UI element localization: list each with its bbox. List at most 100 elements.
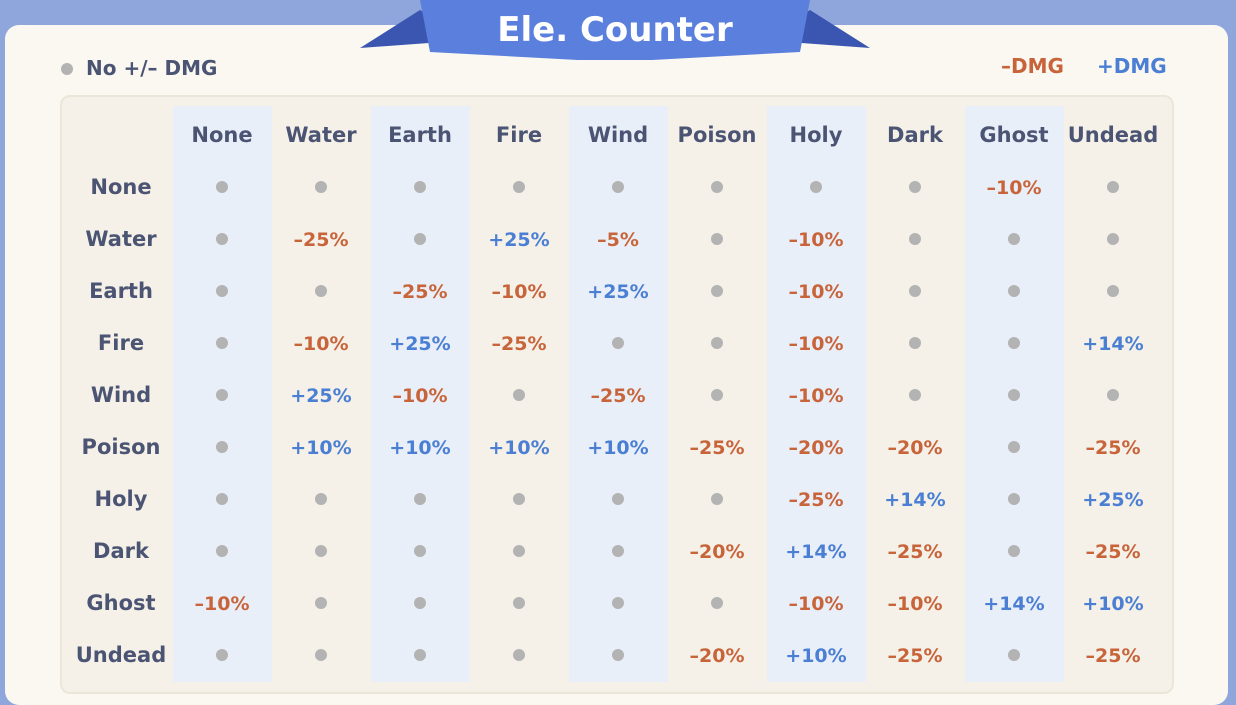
modifier: +14% [983, 593, 1045, 615]
row-label: Holy [94, 487, 148, 511]
modifier: –10% [788, 593, 844, 615]
neutral-dot [612, 337, 624, 349]
modifier: +25% [587, 281, 649, 303]
neutral-dot [216, 389, 228, 401]
neutral-dot [909, 337, 921, 349]
neutral-dot [711, 337, 723, 349]
modifier: +10% [785, 645, 847, 667]
neutral-dot [1008, 389, 1020, 401]
column-header: None [191, 123, 253, 147]
modifier: –10% [788, 385, 844, 407]
column-header: Water [285, 123, 357, 147]
neutral-dot [909, 181, 921, 193]
row-label: Wind [90, 383, 152, 407]
modifier: –20% [788, 437, 844, 459]
neutral-dot [1008, 545, 1020, 557]
row-label: None [90, 175, 152, 199]
modifier: –25% [1085, 645, 1141, 667]
neutral-dot [216, 337, 228, 349]
modifier: +14% [785, 541, 847, 563]
neutral-dot [1008, 441, 1020, 453]
row-label: Undead [75, 643, 167, 667]
column-header: Earth [388, 123, 452, 147]
neutral-dot [909, 233, 921, 245]
neutral-dot [612, 181, 624, 193]
row-label: Water [85, 227, 157, 251]
title: Ele. Counter [497, 10, 733, 50]
modifier: –20% [689, 541, 745, 563]
neutral-dot [216, 285, 228, 297]
neutral-dot [1008, 337, 1020, 349]
neutral-dot [315, 285, 327, 297]
legend-minus: –DMG [1001, 54, 1064, 78]
neutral-dot [1008, 493, 1020, 505]
row-label: Ghost [86, 591, 156, 615]
modifier: +10% [290, 437, 352, 459]
modifier: –25% [1085, 541, 1141, 563]
neutral-dot [216, 233, 228, 245]
legend-neutral: No +/– DMG [86, 56, 218, 80]
modifier: +14% [1082, 333, 1144, 355]
column-header: Undead [1067, 123, 1159, 147]
modifier: –10% [986, 177, 1042, 199]
neutral-dot [414, 493, 426, 505]
neutral-dot [711, 389, 723, 401]
neutral-dot [612, 493, 624, 505]
modifier: +25% [488, 229, 550, 251]
neutral-dot [513, 493, 525, 505]
modifier: –25% [887, 541, 943, 563]
modifier: –25% [788, 489, 844, 511]
modifier: +10% [1082, 593, 1144, 615]
column-band [370, 106, 470, 682]
neutral-dot [414, 545, 426, 557]
neutral-dot [909, 285, 921, 297]
neutral-dot [513, 181, 525, 193]
column-header: Dark [887, 123, 943, 147]
column-header: Fire [495, 123, 543, 147]
neutral-dot [216, 441, 228, 453]
modifier: +25% [1082, 489, 1144, 511]
modifier: –10% [491, 281, 547, 303]
neutral-dot [711, 181, 723, 193]
neutral-dot [216, 649, 228, 661]
modifier: +10% [488, 437, 550, 459]
neutral-dot [315, 181, 327, 193]
modifier: +10% [587, 437, 649, 459]
modifier: +14% [884, 489, 946, 511]
modifier: –25% [1085, 437, 1141, 459]
neutral-dot [315, 597, 327, 609]
modifier: –25% [293, 229, 349, 251]
title-ribbon [360, 0, 870, 60]
column-header: Ghost [979, 123, 1049, 147]
modifier: –10% [788, 281, 844, 303]
neutral-dot [216, 493, 228, 505]
modifier: +10% [389, 437, 451, 459]
neutral-dot [1107, 389, 1119, 401]
modifier: –10% [194, 593, 250, 615]
row-label: Fire [97, 331, 145, 355]
neutral-dot [612, 597, 624, 609]
modifier: –10% [788, 229, 844, 251]
neutral-dot [711, 233, 723, 245]
neutral-dot [1107, 181, 1119, 193]
column-header: Poison [677, 123, 757, 147]
modifier: –25% [590, 385, 646, 407]
modifier: +25% [389, 333, 451, 355]
neutral-dot [513, 545, 525, 557]
neutral-dot [810, 181, 822, 193]
neutral-dot [315, 493, 327, 505]
neutral-dot [414, 597, 426, 609]
modifier: –10% [392, 385, 448, 407]
neutral-dot [711, 493, 723, 505]
neutral-dot [315, 545, 327, 557]
neutral-dot [1008, 285, 1020, 297]
modifier: –20% [887, 437, 943, 459]
neutral-dot [414, 181, 426, 193]
row-label: Dark [93, 539, 149, 563]
row-label: Earth [89, 279, 153, 303]
neutral-dot [612, 545, 624, 557]
neutral-dot [612, 649, 624, 661]
neutral-dot [1107, 233, 1119, 245]
modifier: –25% [689, 437, 745, 459]
